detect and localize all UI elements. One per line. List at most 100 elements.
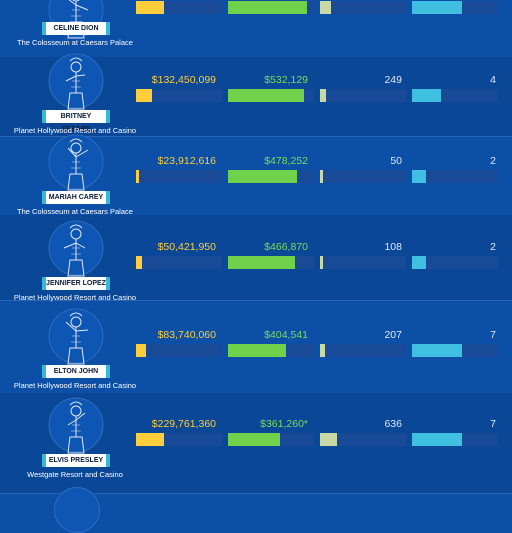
- artist-name-banner: ELTON JOHN: [42, 365, 110, 378]
- artist-name-banner: MARIAH CAREY: [42, 191, 110, 204]
- total-gross-label: $83,740,060: [157, 329, 216, 341]
- total-gross-bar-track: [136, 256, 222, 269]
- average-gross-bar-track: [228, 170, 314, 183]
- total-gross-bar-track: [136, 89, 222, 102]
- total-gross-bar: [136, 433, 164, 446]
- years-bar: [412, 1, 462, 14]
- years-bar-track: [412, 256, 498, 269]
- years-label: 7: [490, 329, 496, 341]
- total-gross-bar-track: [136, 170, 222, 183]
- show-count-bar: [320, 89, 326, 102]
- artist-name-banner: BRITNEY SPEARS: [42, 110, 110, 133]
- chart-row: BRITNEY SPEARS Planet Hollywood Resort an…: [0, 53, 512, 137]
- years-label: 4: [490, 74, 496, 86]
- artist-illustration: [54, 487, 100, 533]
- show-count-label: 207: [384, 329, 402, 341]
- years-label: 7: [490, 418, 496, 430]
- average-gross-bar: [228, 344, 286, 357]
- venue-label: Planet Hollywood Resort and Casino: [13, 126, 137, 135]
- total-gross-label: $23,912,616: [157, 155, 216, 167]
- total-gross-bar: [136, 89, 152, 102]
- artist-name: MARIAH CAREY: [46, 191, 106, 204]
- years-label: 2: [490, 155, 496, 167]
- total-gross-bar: [136, 344, 146, 357]
- show-count-bar: [320, 433, 337, 446]
- years-bar-track: [412, 433, 498, 446]
- show-count-bar-track: [320, 170, 406, 183]
- venue-label: Westgate Resort and Casino: [27, 470, 123, 479]
- average-gross-label: $361,260*: [260, 418, 308, 430]
- venue-label: Planet Hollywood Resort and Casino: [13, 293, 137, 302]
- chart-row: ELTON JOHN Planet Hollywood Resort and Ca…: [0, 300, 512, 394]
- show-count-bar: [320, 256, 323, 269]
- years-bar: [412, 89, 441, 102]
- show-count-bar: [320, 344, 325, 357]
- years-bar: [412, 170, 426, 183]
- show-count-bar-track: [320, 89, 406, 102]
- show-count-bar-track: [320, 256, 406, 269]
- average-gross-bar: [228, 256, 295, 269]
- artist-name: JENNIFER LOPEZ: [46, 277, 106, 290]
- show-count-label: 50: [390, 155, 402, 167]
- average-gross-bar-track: [228, 89, 314, 102]
- years-bar: [412, 344, 462, 357]
- total-gross-bar: [136, 1, 164, 14]
- total-gross-label: $132,450,099: [151, 74, 216, 86]
- average-gross-bar-track: [228, 344, 314, 357]
- total-gross-label: $229,761,360: [151, 418, 216, 430]
- show-count-bar-track: [320, 1, 406, 14]
- artist-name: ELVIS PRESLEY: [46, 454, 106, 467]
- years-bar-track: [412, 344, 498, 357]
- average-gross-bar: [228, 89, 304, 102]
- chart-row: CELINE DION The Colosseum at Caesars Pala…: [0, 0, 512, 58]
- average-gross-bar-track: [228, 256, 314, 269]
- artist-illustration: [40, 134, 112, 199]
- artist-illustration: [40, 53, 112, 118]
- average-gross-label: $478,252: [264, 155, 308, 167]
- show-count-label: 108: [384, 241, 402, 253]
- venue-label: The Colosseum at Caesars Palace: [17, 207, 133, 216]
- show-count-bar-track: [320, 433, 406, 446]
- total-gross-bar: [136, 256, 142, 269]
- artist-name-banner: ELVIS PRESLEY: [42, 454, 110, 467]
- years-bar-track: [412, 1, 498, 14]
- show-count-label: 636: [384, 418, 402, 430]
- total-gross-bar-track: [136, 1, 222, 14]
- years-bar: [412, 433, 462, 446]
- total-gross-label: $50,421,950: [157, 241, 216, 253]
- artist-name: BRITNEY SPEARS: [46, 110, 106, 133]
- total-gross-bar: [136, 170, 139, 183]
- average-gross-label: $466,870: [264, 241, 308, 253]
- average-gross-label: $532,129: [264, 74, 308, 86]
- years-label: 2: [490, 241, 496, 253]
- years-bar-track: [412, 89, 498, 102]
- artist-name: CELINE DION: [46, 22, 106, 35]
- average-gross-bar-track: [228, 433, 314, 446]
- average-gross-bar: [228, 433, 280, 446]
- artist-illustration: [40, 220, 112, 285]
- artist-name: ELTON JOHN: [46, 365, 106, 378]
- artist-name-banner: CELINE DION: [42, 22, 110, 35]
- artist-illustration: [40, 397, 112, 462]
- chart-row: JENNIFER LOPEZ Planet Hollywood Resort an…: [0, 215, 512, 302]
- show-count-label: 249: [384, 74, 402, 86]
- venue-label: Planet Hollywood Resort and Casino: [13, 381, 137, 390]
- total-gross-bar-track: [136, 433, 222, 446]
- artist-illustration: [40, 308, 112, 373]
- artist-name-banner: JENNIFER LOPEZ: [42, 277, 110, 290]
- average-gross-bar: [228, 170, 297, 183]
- venue-label: The Colosseum at Caesars Palace: [17, 38, 133, 47]
- average-gross-bar: [228, 1, 307, 14]
- chart-row-partial: [0, 487, 512, 533]
- show-count-bar: [320, 170, 323, 183]
- years-bar-track: [412, 170, 498, 183]
- average-gross-bar-track: [228, 1, 314, 14]
- average-gross-label: $404,541: [264, 329, 308, 341]
- show-count-bar-track: [320, 344, 406, 357]
- chart-row: ELVIS PRESLEY Westgate Resort and Casino $…: [0, 393, 512, 494]
- years-bar: [412, 256, 426, 269]
- total-gross-bar-track: [136, 344, 222, 357]
- show-count-bar: [320, 1, 331, 14]
- chart-row: MARIAH CAREY The Colosseum at Caesars Pal…: [0, 134, 512, 216]
